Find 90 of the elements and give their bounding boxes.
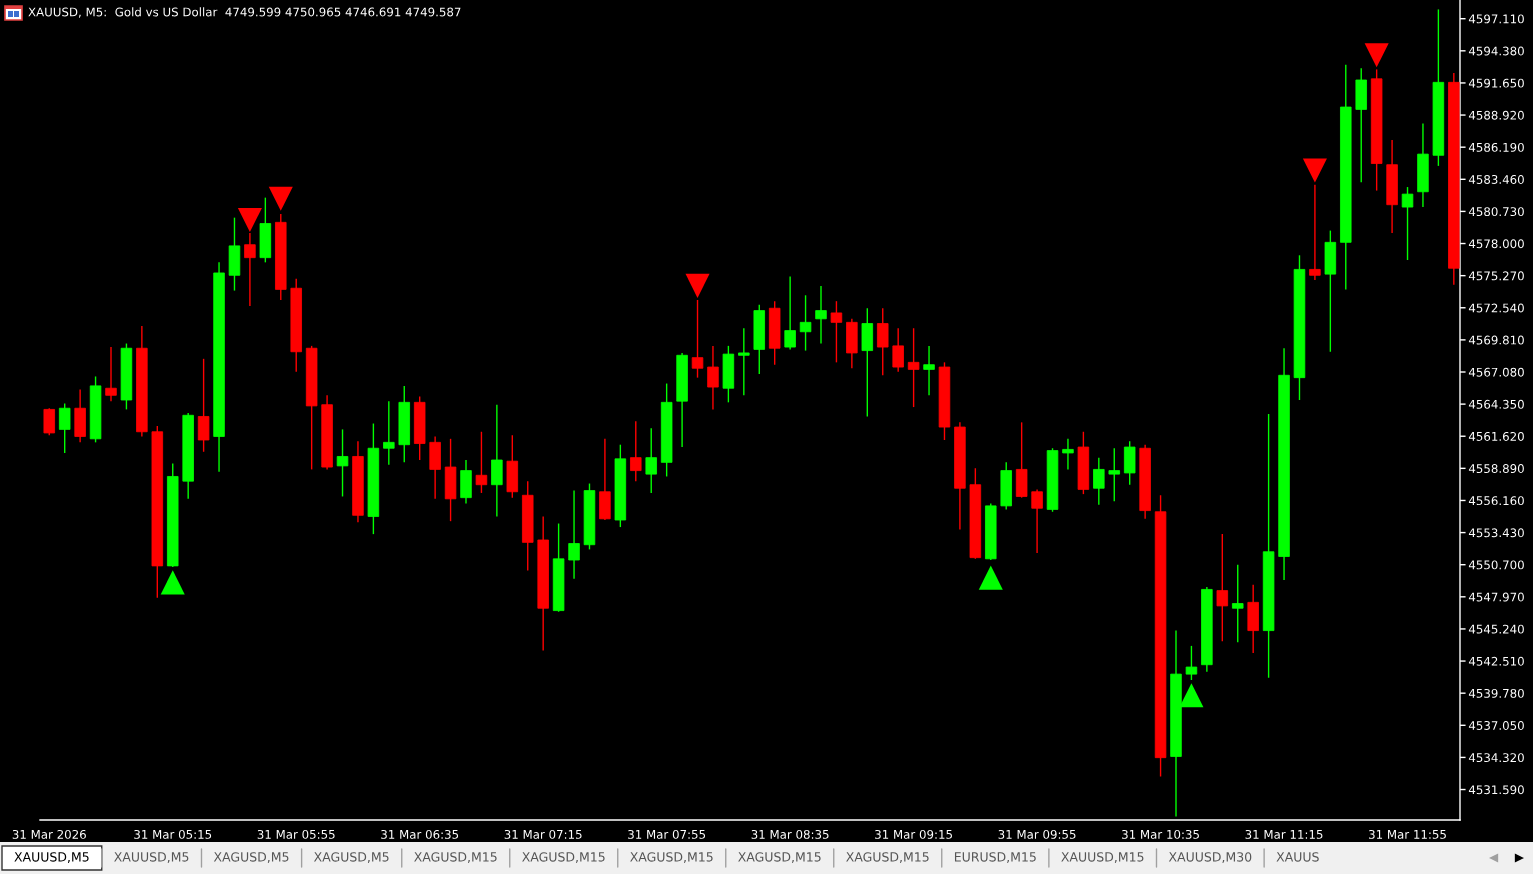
text: XAUUSD,M5 bbox=[114, 852, 189, 863]
candlestick bbox=[892, 327, 904, 373]
y-tick-label: 4537.050 bbox=[1468, 721, 1524, 730]
point bbox=[1302, 158, 1327, 183]
y-tick-label: 4534.320 bbox=[1468, 753, 1524, 763]
y-tick-label: 4550.700 bbox=[1468, 560, 1524, 570]
x-tick-label: 31 Mar 09:55 bbox=[998, 829, 1076, 839]
y-tick-label: 4564.350 bbox=[1468, 399, 1524, 409]
candlestick bbox=[907, 327, 920, 408]
text: EURUSD,M15 bbox=[954, 852, 1036, 863]
y-tick-label: 4539.780 bbox=[1468, 688, 1524, 698]
y-tick-label: 4556.160 bbox=[1468, 496, 1524, 506]
y-tick-label: 4542.510 bbox=[1468, 656, 1524, 666]
text: XAUUSD,M30 bbox=[1168, 852, 1252, 863]
text: XAUUS bbox=[1276, 852, 1319, 862]
candlestick bbox=[1093, 456, 1105, 506]
y-tick-label: 4583.460 bbox=[1468, 175, 1524, 184]
candlestick bbox=[336, 428, 349, 498]
text: XAGUSD,M15 bbox=[846, 852, 929, 863]
point bbox=[978, 565, 1003, 590]
candlestick bbox=[568, 489, 580, 580]
x-tick-label: 31 Mar 06:35 bbox=[381, 829, 459, 839]
candlestick bbox=[1216, 533, 1229, 642]
y-tick-label: 4553.430 bbox=[1468, 528, 1524, 538]
y-tick-label: 4561.620 bbox=[1468, 431, 1524, 441]
x-tick-label: 31 Mar 10:35 bbox=[1122, 829, 1199, 839]
candlestick bbox=[784, 275, 796, 351]
y-tick-label: 4594.380 bbox=[1468, 46, 1524, 56]
x-tick-label: 31 Mar 07:15 bbox=[504, 829, 582, 839]
text: XAUUSD,M15 bbox=[1061, 852, 1144, 863]
x-tick-label: 31 Mar 11:55 bbox=[1369, 829, 1446, 839]
y-tick-label: 4597.110 bbox=[1468, 14, 1524, 24]
candlestick bbox=[799, 294, 812, 352]
candlestick bbox=[383, 400, 395, 466]
x-tick-label: 31 Mar 2026 bbox=[12, 829, 86, 839]
x-tick-label: 31 Mar 05:15 bbox=[134, 829, 212, 839]
y-tick-label: 4547.970 bbox=[1468, 592, 1524, 602]
y-tick-label: 4580.730 bbox=[1468, 207, 1524, 217]
x-tick-label: 31 Mar 11:15 bbox=[1245, 829, 1323, 839]
point bbox=[237, 207, 262, 233]
candlestick bbox=[691, 299, 704, 379]
text: XAGUSD,M15 bbox=[630, 852, 713, 863]
candlestick bbox=[197, 358, 210, 453]
y-tick-label: 4545.240 bbox=[1468, 624, 1524, 634]
candlestick bbox=[105, 346, 117, 402]
text: XAGUSD,M5 bbox=[314, 852, 389, 863]
x-tick-label: 31 Mar 07:55 bbox=[628, 829, 706, 839]
point bbox=[1179, 683, 1204, 708]
candlestick bbox=[1309, 184, 1321, 281]
y-tick-label: 4588.920 bbox=[1468, 110, 1524, 120]
text: XAGUSD,M15 bbox=[414, 852, 497, 863]
candlestick bbox=[475, 431, 488, 494]
candlestick bbox=[1108, 447, 1121, 502]
candlestick bbox=[244, 232, 256, 307]
candlestick bbox=[1062, 438, 1074, 471]
x-tick-label: 31 Mar 08:35 bbox=[751, 829, 829, 839]
candlestick bbox=[738, 327, 750, 396]
candlestick bbox=[43, 407, 56, 436]
candlestick bbox=[923, 345, 935, 396]
y-tick-label: 4586.190 bbox=[1468, 142, 1524, 152]
candlestick bbox=[58, 402, 71, 454]
candlestick bbox=[707, 345, 719, 411]
text: XAUUSD,M5 bbox=[14, 852, 89, 863]
candlestick bbox=[630, 420, 642, 482]
point bbox=[160, 570, 185, 595]
y-tick-label: 4531.590 bbox=[1468, 785, 1524, 795]
y-tick-label: 4575.270 bbox=[1468, 271, 1524, 281]
candlestick bbox=[815, 285, 827, 345]
text: XAGUSD,M15 bbox=[738, 852, 821, 863]
candlestick bbox=[876, 307, 889, 376]
text: XAGUSD,M5 bbox=[213, 852, 289, 863]
y-tick-label: 4572.540 bbox=[1468, 303, 1524, 313]
point bbox=[685, 273, 710, 298]
candlestick bbox=[1401, 186, 1414, 261]
text: XAUUSD, M5: Gold vs US Dollar 4749.599 4750.965 4746.691 4749.587 bbox=[28, 7, 461, 18]
candlestick bbox=[645, 427, 657, 494]
point bbox=[268, 186, 293, 211]
point bbox=[1364, 43, 1389, 68]
x-tick-label: 31 Mar 05:55 bbox=[257, 829, 335, 839]
y-tick-label: 4558.890 bbox=[1468, 464, 1524, 474]
candlestick bbox=[1231, 564, 1244, 644]
y-tick-label: 4567.080 bbox=[1468, 367, 1524, 377]
x-tick-label: 31 Mar 09:15 bbox=[875, 829, 952, 839]
y-tick-label: 4591.650 bbox=[1468, 78, 1524, 88]
candlestick bbox=[830, 300, 843, 364]
text: XAGUSD,M15 bbox=[522, 852, 605, 863]
y-tick-label: 4569.810 bbox=[1468, 335, 1524, 345]
candlestick bbox=[1031, 488, 1043, 554]
candlestick bbox=[1185, 645, 1198, 681]
y-tick-label: 4578.000 bbox=[1468, 239, 1524, 249]
